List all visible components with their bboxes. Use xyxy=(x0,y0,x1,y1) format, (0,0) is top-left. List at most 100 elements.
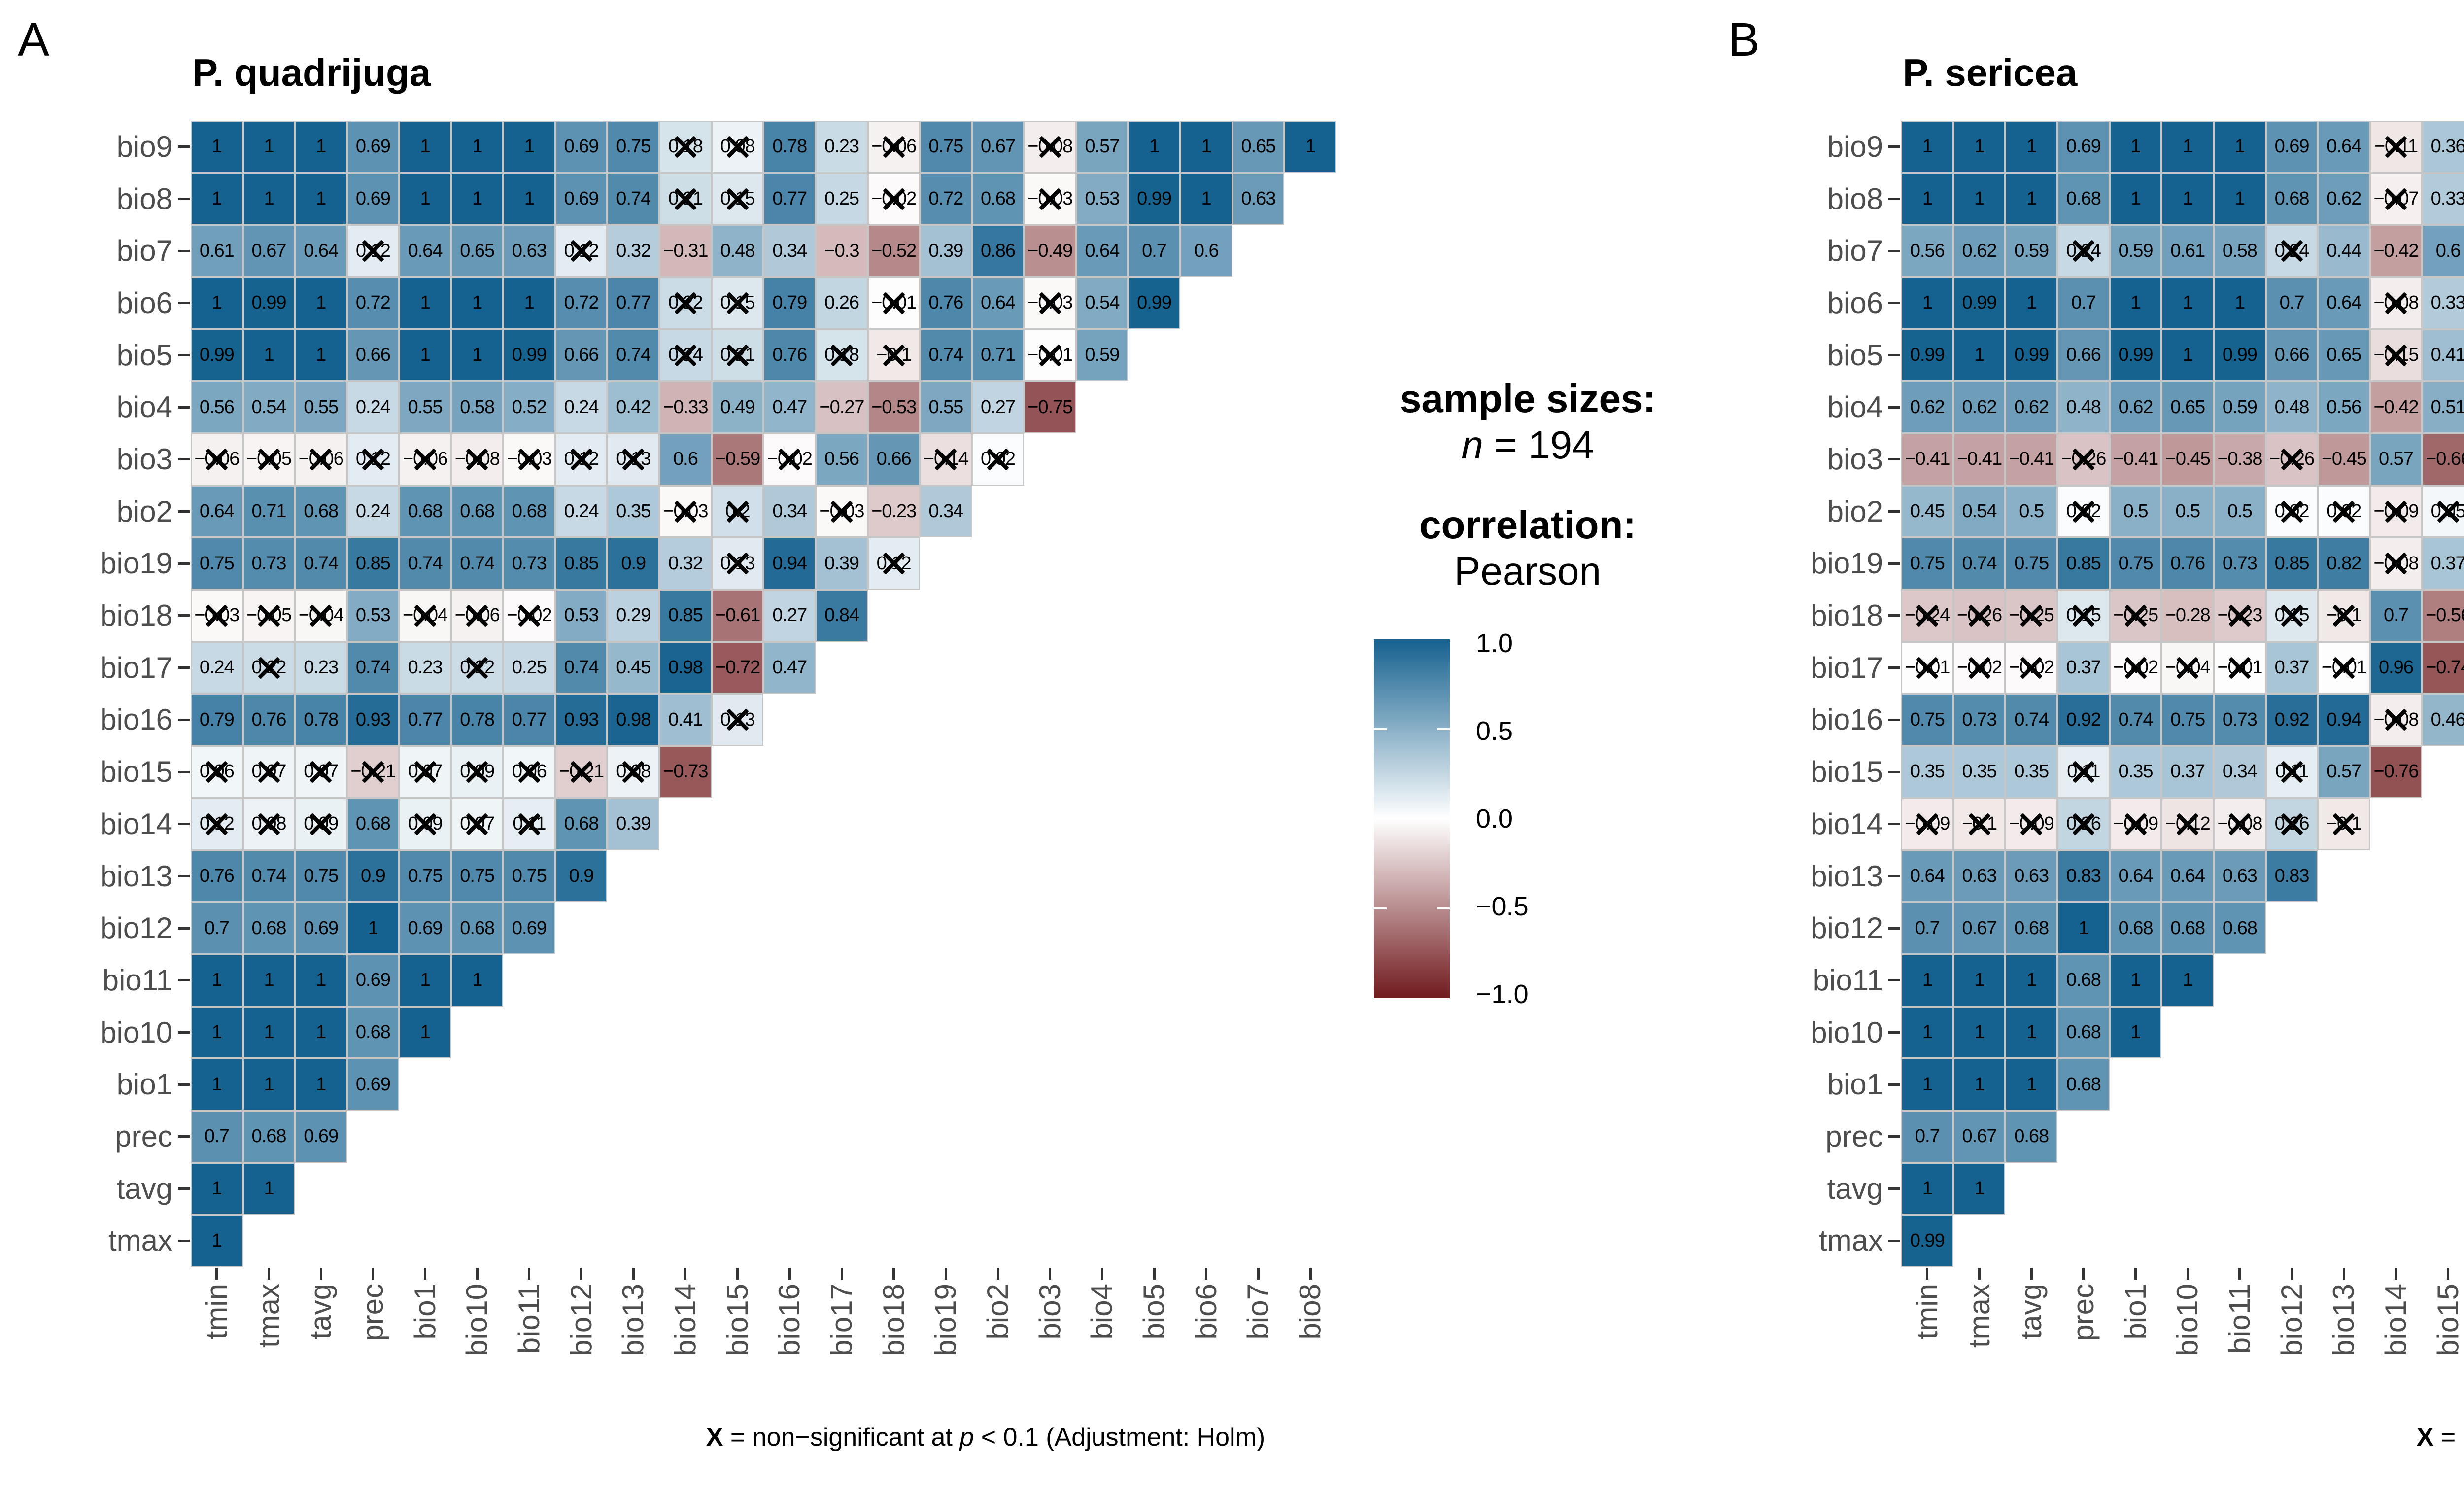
cell-value: 0.34 xyxy=(928,501,963,522)
cell-bio17-tmax: 0.22 xyxy=(242,641,295,694)
cell-bio2-bio12: 0.02 xyxy=(2265,485,2318,538)
cell-value: 1 xyxy=(2130,292,2141,314)
cell-bio17-bio10: 0.22 xyxy=(451,641,504,694)
cell-bio10-prec: 0.68 xyxy=(2057,1006,2110,1059)
y-axis-tick xyxy=(1888,510,1900,513)
cell-value: 1 xyxy=(420,188,430,209)
cell-bio13-bio12: 0.83 xyxy=(2265,850,2318,903)
y-axis-tick xyxy=(1888,770,1900,773)
cell-value: 0.39 xyxy=(824,553,859,574)
cell-value: 0.71 xyxy=(251,501,287,522)
cell-bio9-bio14: −0.11 xyxy=(2370,121,2422,173)
cell-bio10-tavg: 1 xyxy=(2005,1006,2058,1059)
cell-bio8-tavg: 1 xyxy=(2005,173,2058,225)
cell-value: 1 xyxy=(2234,292,2245,314)
cell-bio16-bio14: −0.08 xyxy=(2370,694,2422,746)
cell-bio9-bio15: 0.36 xyxy=(2422,121,2464,173)
cell-bio17-bio13: −0.01 xyxy=(2318,641,2370,694)
cell-bio14-tmax: −0.1 xyxy=(1953,798,2006,850)
x-axis-tick xyxy=(736,1267,739,1280)
y-axis-label-bio15: bio15 xyxy=(100,755,172,789)
y-axis-label-bio10: bio10 xyxy=(100,1015,172,1049)
cell-bio7-bio16: 0.34 xyxy=(763,225,816,278)
cell-bio6-tmin: 1 xyxy=(1901,277,1953,329)
cell-value: 1 xyxy=(316,345,326,366)
cell-value: 1 xyxy=(472,970,482,991)
cell-bio9-tmin: 1 xyxy=(1901,121,1953,173)
y-axis-tick xyxy=(1888,1031,1900,1034)
cell-value: 1 xyxy=(420,136,430,157)
y-axis-tick xyxy=(178,979,190,982)
cell-bio6-bio17: 0.26 xyxy=(816,277,868,329)
x-axis-label-bio13: bio13 xyxy=(2327,1283,2361,1356)
x-axis-tick xyxy=(215,1267,218,1280)
cell-value: 0.76 xyxy=(251,709,287,730)
cell-bio7-bio12: 0.24 xyxy=(2265,225,2318,278)
cell-value: 0.98 xyxy=(616,709,651,730)
cell-value: 0.68 xyxy=(2066,188,2101,209)
cell-bio15-prec: −0.21 xyxy=(347,746,399,798)
cell-bio14-bio12: 0.26 xyxy=(2265,798,2318,850)
cell-value: 0.68 xyxy=(2066,1074,2101,1095)
cell-value: 0.42 xyxy=(616,396,651,418)
cell-bio1-tavg: 1 xyxy=(2005,1058,2058,1111)
cell-bio13-tmax: 0.74 xyxy=(242,850,295,903)
cell-value: 0.67 xyxy=(1962,1126,1997,1147)
cell-bio11-tmin: 1 xyxy=(1901,954,1953,1007)
panel-title-b: P. sericea xyxy=(1903,51,2078,94)
panel-b: B P. sericea 1110.691110.690.64−0.110.36… xyxy=(1711,0,2464,1498)
cell-value: 0.39 xyxy=(928,240,963,261)
cell-bio4-bio11: 0.52 xyxy=(503,381,555,434)
cell-value: 0.69 xyxy=(304,917,339,939)
x-axis-label-bio16: bio16 xyxy=(773,1283,806,1356)
cell-value: 0.64 xyxy=(2170,865,2205,886)
cell-bio4-bio14: −0.42 xyxy=(2370,381,2422,434)
cell-bio13-tavg: 0.63 xyxy=(2005,850,2058,903)
cell-bio7-bio5: 0.7 xyxy=(1128,225,1180,278)
cell-value: 1 xyxy=(1922,136,1933,157)
y-axis-label-tavg: tavg xyxy=(1827,1172,1883,1205)
cell-value: 0.99 xyxy=(2222,345,2258,366)
y-axis-label-bio11: bio11 xyxy=(102,963,172,997)
cell-tmax-tmin: 0.99 xyxy=(1901,1215,1953,1267)
cell-bio6-bio11: 1 xyxy=(503,277,555,329)
cell-bio7-tmin: 0.56 xyxy=(1901,225,1953,278)
cell-bio19-bio13: 0.82 xyxy=(2318,537,2370,590)
colorbar-tick-label: −1.0 xyxy=(1476,979,1529,1009)
y-axis-label-bio12: bio12 xyxy=(100,911,172,945)
cell-bio3-prec: 0.12 xyxy=(347,433,399,486)
cell-value: 0.68 xyxy=(2170,917,2205,939)
cell-bio18-bio16: 0.27 xyxy=(763,590,816,642)
cell-value: −0.59 xyxy=(715,449,760,470)
y-axis-label-bio1: bio1 xyxy=(116,1068,172,1101)
cell-bio14-tmin: 0.12 xyxy=(191,798,243,850)
cell-bio6-bio12: 0.7 xyxy=(2265,277,2318,329)
cell-value: 0.27 xyxy=(772,605,807,626)
cell-value: 0.57 xyxy=(2327,761,2361,782)
cell-value: 0.69 xyxy=(564,188,599,209)
y-axis-tick xyxy=(178,1135,190,1138)
cell-bio17-prec: 0.74 xyxy=(347,641,399,694)
cell-bio6-bio5: 0.99 xyxy=(1128,277,1180,329)
cell-value: 0.69 xyxy=(355,188,391,209)
cell-value: 0.85 xyxy=(2066,553,2101,574)
y-axis-label-tmax: tmax xyxy=(1818,1224,1883,1257)
cell-value: 0.66 xyxy=(876,449,912,470)
cell-bio8-bio1: 1 xyxy=(399,173,451,225)
cell-value: 0.24 xyxy=(564,501,599,522)
cell-bio9-bio16: 0.78 xyxy=(763,121,816,173)
y-axis-label-bio13: bio13 xyxy=(1811,859,1883,893)
cell-bio12-tmax: 0.67 xyxy=(1953,902,2006,954)
cell-bio6-tmax: 0.99 xyxy=(242,277,295,329)
cell-bio12-tavg: 0.68 xyxy=(2005,902,2058,954)
cell-bio2-bio15: 0.05 xyxy=(2422,485,2464,538)
cell-bio17-bio15: −0.74 xyxy=(2422,641,2464,694)
cell-bio17-bio10: −0.04 xyxy=(2161,641,2214,694)
cell-value: 1 xyxy=(524,292,535,314)
cell-bio9-tmax: 1 xyxy=(242,121,295,173)
y-axis-label-tavg: tavg xyxy=(116,1172,172,1205)
y-axis-label-bio12: bio12 xyxy=(1811,911,1883,945)
cell-bio4-bio13: 0.42 xyxy=(607,381,660,434)
cell-bio16-tavg: 0.74 xyxy=(2005,694,2058,746)
cell-bio11-bio1: 1 xyxy=(399,954,451,1007)
